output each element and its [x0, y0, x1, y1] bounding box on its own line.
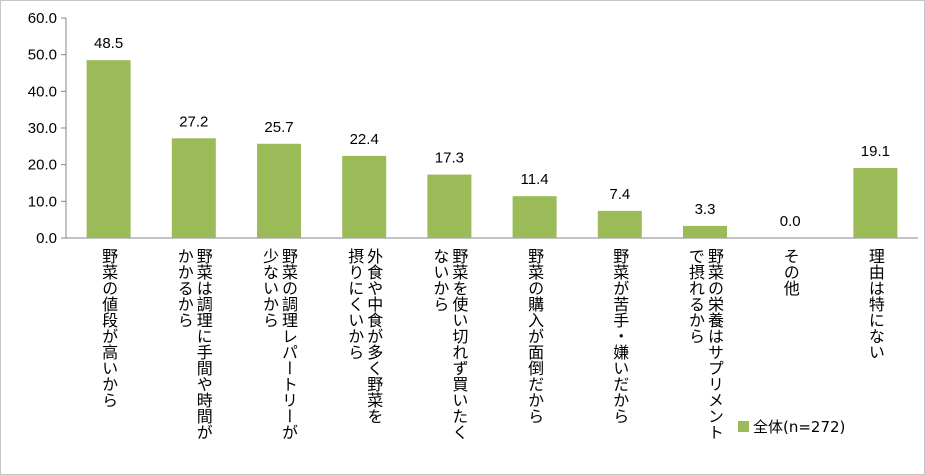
category-label: 野菜の栄養はサプリメント — [705, 248, 724, 440]
y-tick-label: 10.0 — [28, 193, 57, 210]
category-label: 摂りにくいから — [345, 248, 364, 360]
category-label: ないから — [430, 248, 449, 312]
y-axis: 0.0 10.0 20.0 30.0 40.0 50.0 60.0 — [28, 10, 918, 247]
y-tick-label: 60.0 — [28, 10, 57, 27]
bar — [342, 155, 387, 238]
data-label: 11.4 — [521, 171, 549, 188]
bar — [257, 143, 301, 238]
legend: 全体(n=272) — [738, 418, 845, 436]
data-label: 27.2 — [179, 113, 208, 130]
category-label: かかるから — [175, 248, 194, 328]
data-label: 3.3 — [695, 201, 716, 218]
category-label: 野菜が苦手・嫌いだから — [610, 248, 629, 424]
bar — [853, 167, 898, 238]
data-label: 25.7 — [264, 119, 293, 136]
bar — [171, 138, 216, 238]
y-tick-label: 40.0 — [28, 83, 57, 100]
category-label: 野菜は調理に手間や時間が — [194, 248, 213, 440]
data-label: 19.1 — [861, 143, 890, 160]
category-label: 野菜の調理レパートリーが — [279, 248, 298, 440]
bar — [597, 210, 642, 238]
category-label: 野菜の購入が面倒だから — [525, 248, 544, 424]
data-label: 22.4 — [350, 131, 379, 148]
data-label: 17.3 — [435, 150, 464, 167]
y-tick-label: 0.0 — [36, 230, 57, 247]
data-label: 0.0 — [780, 213, 801, 230]
y-tick-label: 50.0 — [28, 47, 57, 64]
data-labels: 48.5 27.2 25.7 22.4 17.3 11.4 7.4 3.3 0.0 19.1 — [94, 35, 890, 230]
category-label: 理由は特にない — [866, 248, 885, 360]
category-label: 野菜の値段が高いから — [99, 248, 118, 408]
bar — [427, 174, 472, 238]
y-tick-label: 20.0 — [28, 157, 57, 174]
bar — [683, 225, 727, 238]
bars — [86, 60, 898, 238]
category-label: 少ないから — [260, 248, 279, 328]
bar — [512, 196, 557, 238]
legend-swatch — [738, 421, 749, 432]
category-label: 野菜を使い切れず買いたく — [449, 248, 468, 440]
data-label: 7.4 — [609, 186, 630, 203]
y-tick-label: 30.0 — [28, 120, 57, 137]
category-label: 外食や中食が多く野菜を — [364, 248, 383, 424]
data-label: 48.5 — [94, 35, 123, 52]
category-label: その他 — [781, 248, 800, 297]
legend-label: 全体(n=272) — [753, 418, 845, 436]
category-label: で摂れるから — [686, 248, 705, 344]
bar — [86, 60, 131, 238]
